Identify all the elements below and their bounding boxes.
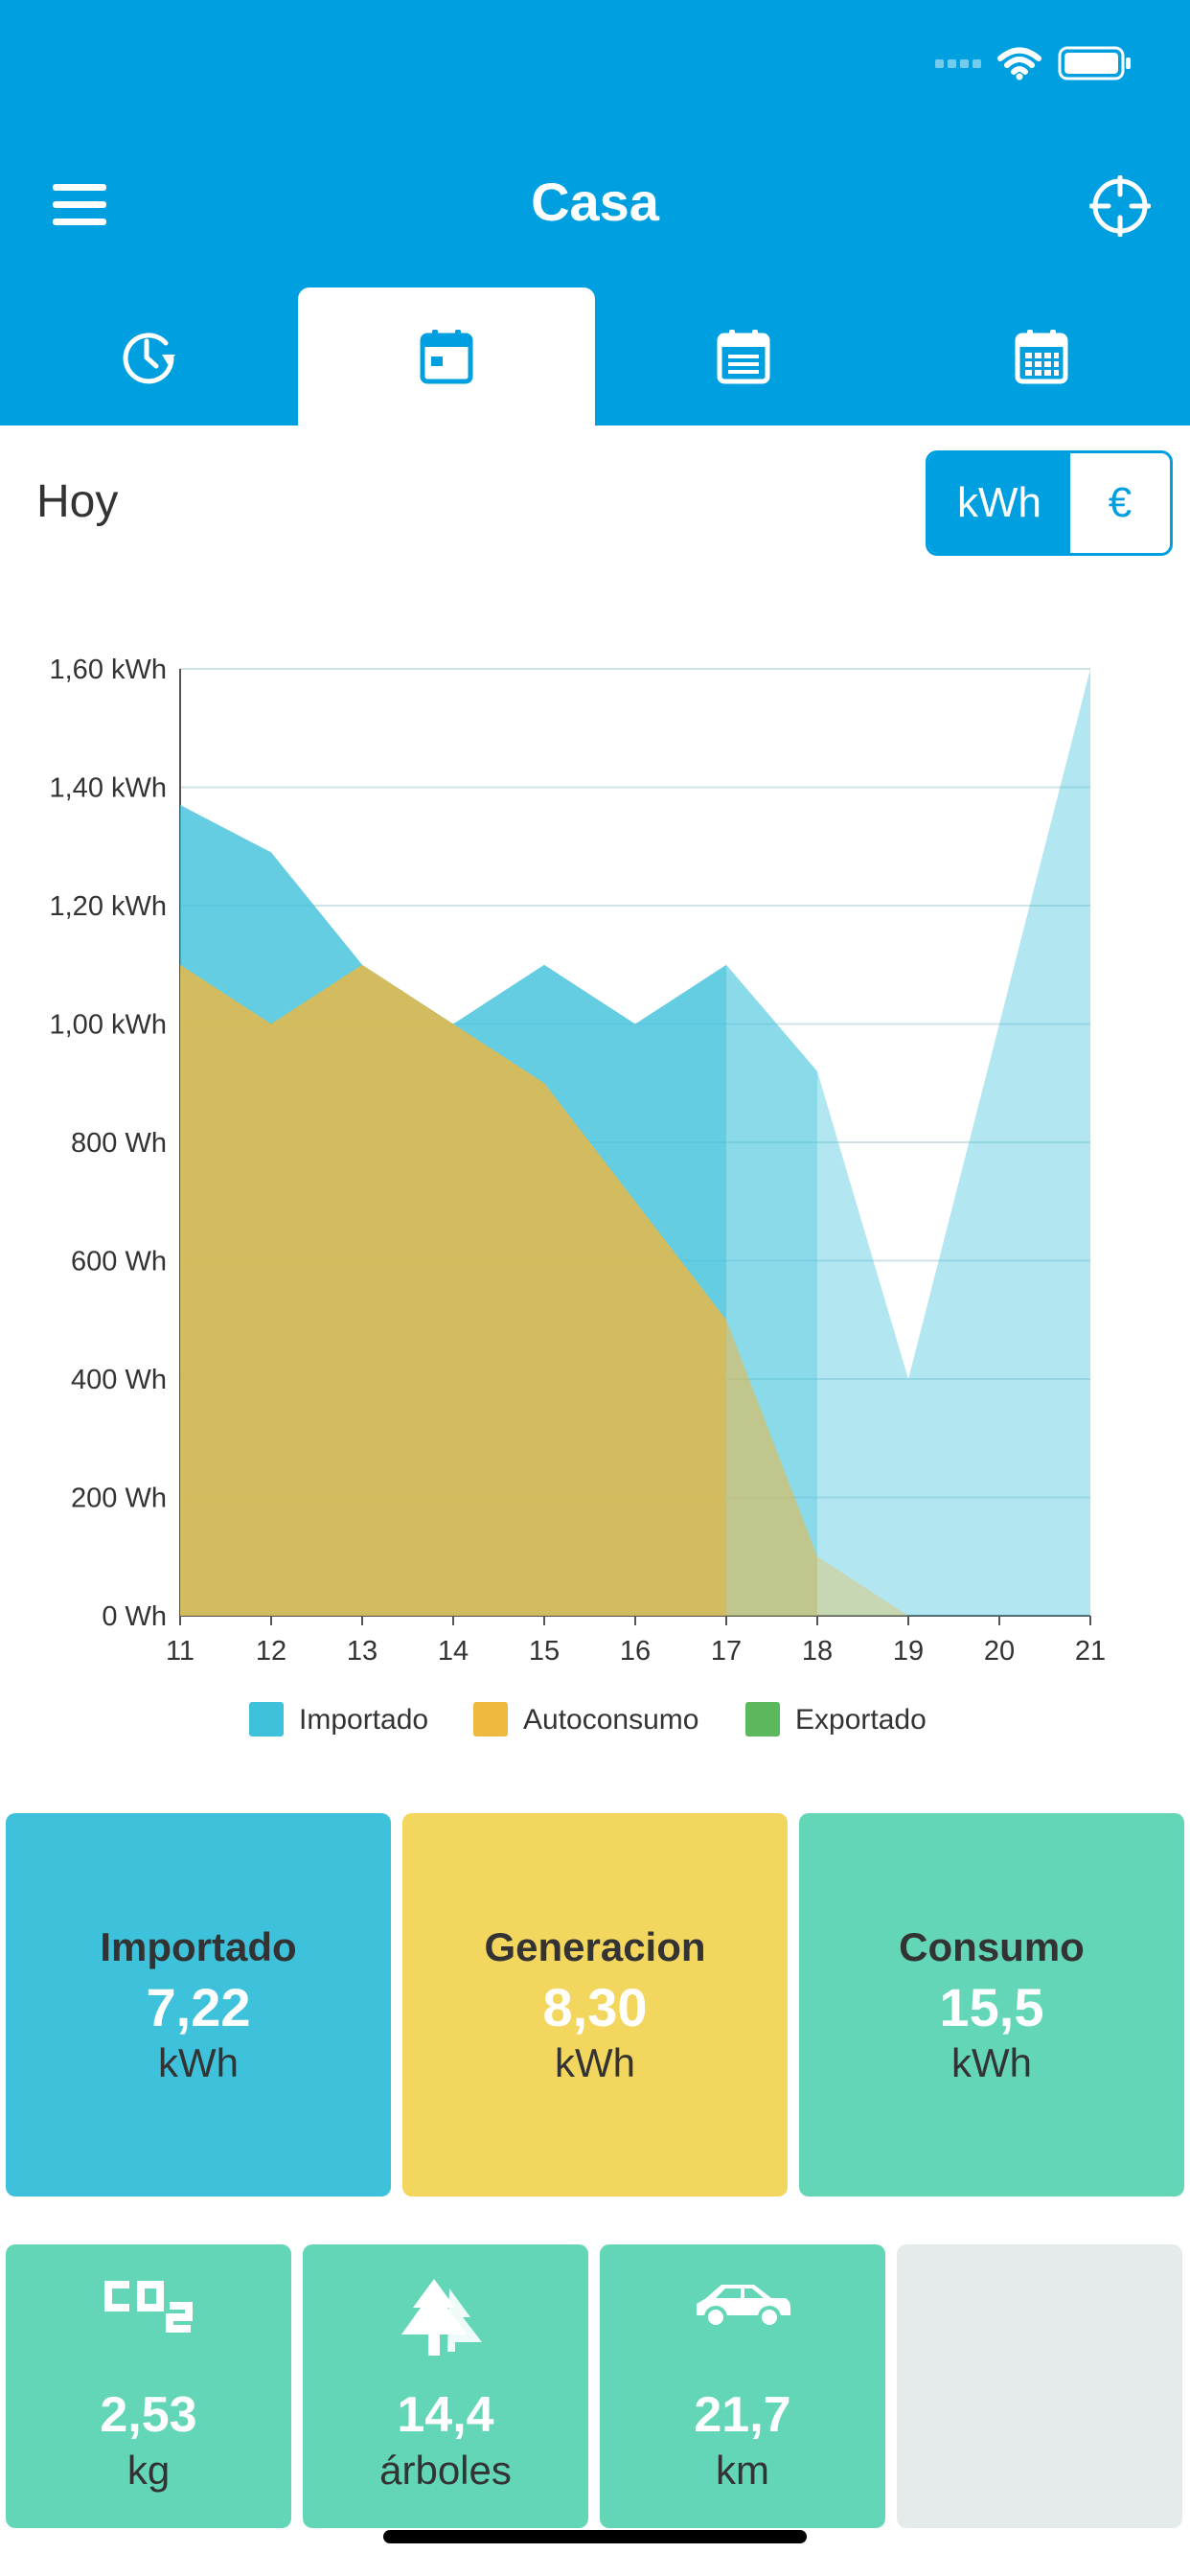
eco-value: 21,7	[694, 2387, 791, 2443]
y-tick-label: 1,20 kWh	[50, 891, 168, 922]
y-tick-label: 1,60 kWh	[50, 655, 168, 685]
x-tick-label: 17	[711, 1636, 742, 1667]
unit-kwh-button[interactable]: kWh	[928, 453, 1070, 553]
co2-icon	[104, 2281, 193, 2333]
wifi-icon	[997, 47, 1041, 80]
eco-unit: kg	[126, 2448, 171, 2493]
legend-label: Exportado	[795, 1704, 927, 1736]
x-tick-label: 11	[166, 1636, 195, 1667]
summary-unit: kWh	[555, 2039, 635, 2085]
trees-icon	[401, 2279, 482, 2356]
clock-refresh-icon	[123, 333, 176, 384]
legend-label: Autoconsumo	[523, 1704, 698, 1736]
eco-card-trees: 14,4 árboles	[303, 2244, 588, 2528]
calendar-month-icon	[717, 330, 770, 384]
summary-value: 7,22	[146, 1976, 251, 2037]
y-tick-label: 600 Wh	[71, 1247, 167, 1277]
eco-unit: árboles	[379, 2448, 512, 2493]
legend-swatch	[249, 1702, 284, 1736]
series-area-importado	[817, 669, 1090, 1616]
summary-value: 15,5	[939, 1976, 1044, 2037]
unit-euro-button[interactable]: €	[1108, 479, 1133, 526]
summary-card-imported: Importado 7,22 kWh	[6, 1813, 391, 2196]
legend-swatch	[473, 1702, 508, 1736]
period-label: Hoy	[36, 476, 119, 527]
page-title: Casa	[531, 172, 659, 232]
tab-year[interactable]	[893, 288, 1190, 426]
x-tick-label: 15	[529, 1636, 560, 1667]
summary-card-generation: Generacion 8,30 kWh	[402, 1813, 788, 2196]
period-tabs	[0, 288, 1190, 426]
eco-value: 14,4	[397, 2387, 494, 2443]
x-tick-label: 12	[256, 1636, 286, 1667]
legend-swatch	[745, 1702, 780, 1736]
home-indicator[interactable]	[383, 2530, 807, 2543]
eco-card-empty	[897, 2244, 1182, 2528]
y-tick-label: 1,40 kWh	[50, 773, 168, 804]
x-tick-label: 20	[984, 1636, 1015, 1667]
summary-unit: kWh	[951, 2039, 1032, 2085]
unit-toggle: kWh €	[926, 450, 1173, 556]
crosshair-icon[interactable]	[1089, 175, 1151, 237]
eco-value: 2,53	[100, 2387, 197, 2443]
eco-card-co2: 2,53 kg	[6, 2244, 291, 2528]
x-tick-label: 13	[347, 1636, 378, 1667]
cellular-signal-icon	[935, 58, 981, 68]
series-area-autoconsumo	[817, 1556, 1090, 1616]
series-area-autoconsumo	[726, 1320, 817, 1616]
eco-card-car: 21,7 km	[600, 2244, 885, 2528]
status-bar	[935, 42, 1133, 84]
hamburger-menu-icon[interactable]	[53, 184, 106, 226]
eco-unit: km	[716, 2448, 769, 2493]
calendar-year-icon	[1015, 330, 1068, 384]
tab-day[interactable]	[297, 288, 595, 426]
x-tick-label: 14	[438, 1636, 469, 1667]
summary-unit: kWh	[158, 2039, 239, 2085]
y-tick-label: 0 Wh	[102, 1601, 167, 1632]
x-tick-label: 16	[620, 1636, 651, 1667]
summary-card-consumption: Consumo 15,5 kWh	[799, 1813, 1184, 2196]
x-tick-label: 18	[802, 1636, 833, 1667]
legend-label: Importado	[299, 1704, 428, 1736]
energy-area-chart: 0 Wh 200 Wh 400 Wh 600 Wh 800 Wh 1,00 kWh 1,20…	[50, 655, 1106, 1736]
tab-realtime[interactable]	[0, 288, 298, 426]
x-tick-label: 19	[893, 1636, 924, 1667]
summary-label: Consumo	[899, 1923, 1085, 1969]
calendar-day-icon	[420, 330, 473, 384]
summary-label: Importado	[100, 1923, 297, 1969]
battery-icon	[1058, 46, 1131, 80]
app-header: Casa	[0, 0, 1190, 426]
tab-month[interactable]	[595, 288, 893, 426]
y-tick-label: 1,00 kWh	[50, 1010, 168, 1041]
y-tick-label: 800 Wh	[71, 1128, 167, 1159]
series-area-autoconsumo	[180, 964, 726, 1616]
summary-label: Generacion	[484, 1923, 706, 1969]
summary-value: 8,30	[542, 1976, 648, 2037]
car-icon	[697, 2285, 790, 2329]
y-tick-label: 400 Wh	[71, 1365, 167, 1395]
x-tick-label: 21	[1075, 1636, 1106, 1667]
y-tick-label: 200 Wh	[71, 1484, 167, 1514]
